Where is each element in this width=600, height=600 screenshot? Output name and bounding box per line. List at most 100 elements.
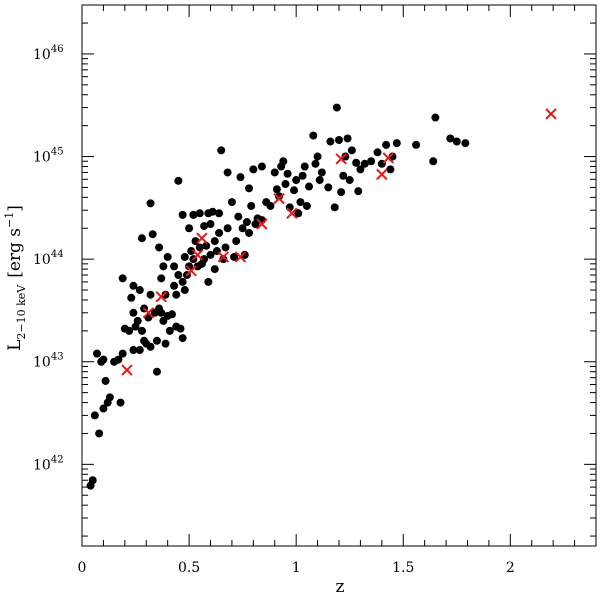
data-point-cross — [191, 249, 204, 261]
data-point — [347, 146, 356, 155]
data-point — [167, 310, 176, 319]
data-point — [170, 281, 179, 290]
data-point — [146, 290, 155, 299]
y-axis-label: L2−10 keV [erg s−1] — [3, 205, 28, 351]
data-point — [292, 176, 301, 185]
data-point — [302, 201, 311, 210]
data-point — [118, 274, 127, 283]
y-axis-label-units-exponent: −1 — [3, 212, 16, 228]
data-point — [360, 159, 369, 168]
data-point — [236, 173, 245, 182]
data-point — [163, 252, 172, 261]
x-tick-label: 0.5 — [178, 560, 200, 576]
data-point — [217, 146, 226, 155]
data-point — [206, 250, 215, 259]
data-point — [227, 198, 236, 207]
data-point — [137, 234, 146, 243]
data-point — [461, 139, 470, 148]
data-point — [234, 212, 243, 221]
data-point — [208, 207, 217, 216]
data-point-cross — [121, 364, 133, 376]
data-point — [240, 250, 249, 259]
data-point — [249, 165, 258, 174]
data-point — [326, 137, 335, 146]
data-point — [311, 159, 320, 168]
data-point — [446, 134, 455, 143]
data-point-cross — [217, 251, 230, 263]
data-point — [339, 171, 348, 180]
data-point — [290, 186, 299, 195]
data-point — [95, 429, 104, 438]
x-axis-label: z — [336, 577, 345, 597]
data-point — [431, 113, 440, 122]
x-tick-label: 0 — [78, 560, 87, 576]
data-point — [382, 140, 391, 149]
y-tick-label: 1043 — [33, 352, 64, 371]
y-tick-label: 1044 — [33, 249, 64, 268]
data-point — [221, 243, 230, 252]
data-point — [245, 228, 254, 237]
data-point — [148, 230, 157, 239]
data-point — [152, 336, 161, 345]
data-point — [157, 308, 166, 317]
data-point — [129, 281, 138, 290]
data-point — [135, 286, 144, 295]
data-point — [230, 252, 239, 261]
data-point — [298, 171, 307, 180]
data-point — [99, 355, 108, 364]
data-point — [176, 324, 185, 333]
data-point — [178, 210, 187, 219]
data-point — [242, 218, 251, 227]
data-point — [180, 252, 189, 261]
minor-ticks — [82, 4, 597, 546]
data-point — [200, 255, 209, 264]
data-point — [257, 162, 266, 171]
data-point — [412, 140, 421, 149]
data-point — [159, 262, 168, 271]
data-point — [90, 411, 99, 420]
data-point — [317, 168, 326, 177]
data-point — [99, 404, 108, 413]
data-point — [429, 157, 438, 166]
data-point — [337, 188, 346, 197]
data-point — [392, 139, 401, 148]
y-tick-label: 1042 — [33, 454, 64, 473]
data-point — [330, 203, 339, 212]
data-point — [315, 176, 324, 185]
data-point — [165, 326, 174, 335]
data-point — [161, 290, 170, 299]
data-point — [174, 176, 183, 185]
y-axis-label-units: [erg s — [5, 228, 25, 278]
data-point — [367, 157, 376, 166]
data-point — [356, 165, 365, 174]
data-point — [174, 271, 183, 280]
data-point — [313, 152, 322, 161]
data-point — [238, 224, 247, 233]
data-point — [210, 265, 219, 274]
data-point — [373, 148, 382, 157]
data-point — [270, 168, 279, 177]
data-point — [189, 210, 198, 219]
data-point — [127, 293, 136, 302]
data-point — [272, 185, 281, 194]
data-point — [345, 176, 354, 185]
data-point — [341, 152, 350, 161]
data-points — [86, 103, 557, 490]
data-point — [223, 168, 232, 177]
y-tick-labels: 1042 1043 1044 1045 1046 — [33, 44, 64, 473]
data-point — [283, 169, 292, 178]
data-point — [118, 349, 127, 358]
data-point — [185, 262, 194, 271]
data-point — [125, 326, 134, 335]
y-tick-label: 1045 — [33, 147, 64, 166]
data-point — [172, 290, 181, 299]
data-point-cross — [335, 153, 347, 165]
data-point-cross — [185, 265, 197, 277]
data-point — [309, 131, 318, 140]
data-point — [200, 222, 209, 231]
major-ticks — [81, 5, 596, 546]
data-point — [215, 209, 224, 218]
y-axis-label-subscript: 2−10 keV — [15, 284, 28, 340]
data-point — [195, 209, 204, 218]
data-point — [343, 134, 352, 143]
